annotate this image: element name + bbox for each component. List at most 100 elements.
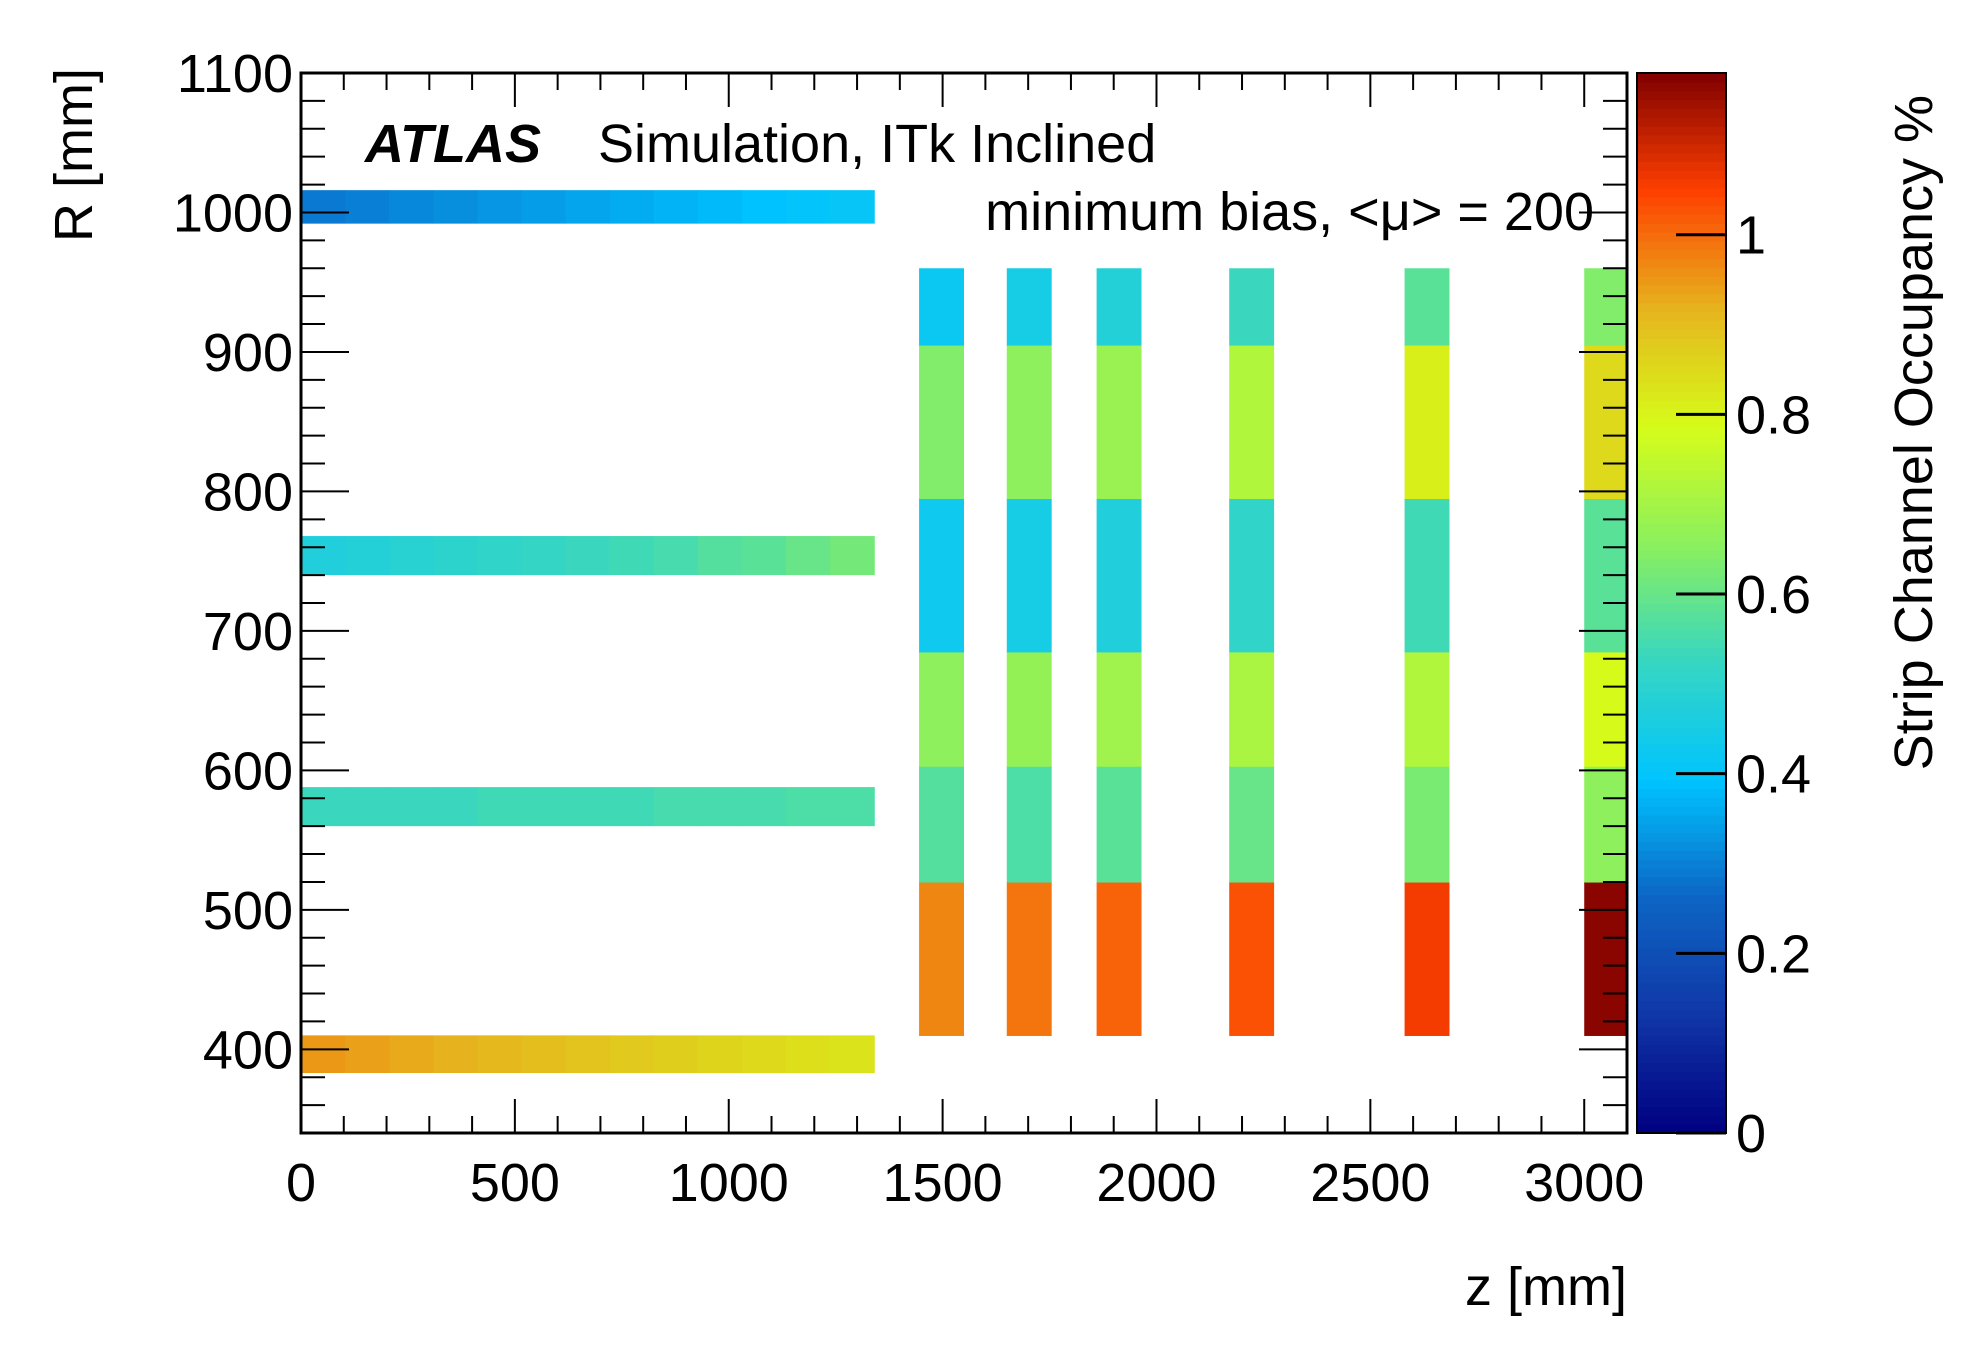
colorbar-band-61 <box>1637 585 1726 595</box>
barrel-cell-3-8 <box>653 1035 699 1074</box>
colorbar-band-93 <box>1637 302 1726 313</box>
endcap-cell-0-0 <box>919 881 964 1036</box>
endcap-cell-5-5 <box>1584 268 1627 346</box>
colorbar-band-114 <box>1637 117 1726 127</box>
colorbar-band-79 <box>1637 426 1726 436</box>
colorbar-band-1 <box>1637 1115 1726 1125</box>
x-tick-label-1500: 1500 <box>883 1153 1003 1213</box>
colorbar-band-41 <box>1637 762 1726 772</box>
barrel-cell-2-9 <box>697 787 743 827</box>
colorbar-band-24 <box>1637 912 1726 922</box>
colorbar-band-109 <box>1637 161 1726 171</box>
endcap-cell-2-1 <box>1096 766 1142 883</box>
endcap-cell-2-0 <box>1096 881 1142 1036</box>
colorbar-band-112 <box>1637 134 1726 145</box>
endcap-cell-3-0 <box>1229 881 1275 1036</box>
barrel-cell-1-8 <box>653 536 699 576</box>
colorbar-band-85 <box>1637 373 1726 383</box>
colorbar-band-117 <box>1637 90 1726 101</box>
colorbar-band-75 <box>1637 461 1726 472</box>
simulation-label: Simulation, ITk Inclined <box>598 114 1156 174</box>
colorbar-tick-label-0.6: 0.6 <box>1736 565 1811 625</box>
colorbar-band-66 <box>1637 541 1726 551</box>
colorbar-band-28 <box>1637 876 1726 887</box>
barrel-cell-3-5 <box>521 1035 567 1074</box>
colorbar-band-25 <box>1637 903 1726 913</box>
colorbar-tick-label-0.4: 0.4 <box>1736 745 1811 805</box>
barrel-cell-3-0 <box>301 1035 346 1074</box>
endcap-cell-0-4 <box>919 344 964 499</box>
endcap-cell-3-1 <box>1229 766 1275 883</box>
barrel-cell-2-1 <box>345 787 390 827</box>
barrel-cell-0-2 <box>389 190 434 224</box>
colorbar-band-104 <box>1637 205 1726 215</box>
endcap-cell-5-2 <box>1584 651 1627 767</box>
atlas-label: ATLAS <box>363 114 541 174</box>
colorbar-band-53 <box>1637 656 1726 666</box>
colorbar-band-82 <box>1637 399 1726 410</box>
colorbar-band-36 <box>1637 806 1726 816</box>
colorbar-band-63 <box>1637 567 1726 578</box>
barrel-cell-0-12 <box>830 190 875 224</box>
colorbar-band-91 <box>1637 320 1726 330</box>
barrel-cell-2-10 <box>741 787 787 827</box>
barrel-cell-0-7 <box>609 190 655 224</box>
colorbar-band-5 <box>1637 1080 1726 1090</box>
colorbar-band-8 <box>1637 1053 1726 1063</box>
colorbar-band-13 <box>1637 1009 1726 1019</box>
colorbar-band-51 <box>1637 673 1726 684</box>
colorbar-band-107 <box>1637 179 1726 189</box>
endcap-cell-2-4 <box>1096 344 1142 499</box>
endcap-cell-1-3 <box>1006 498 1052 653</box>
barrel-cell-0-0 <box>301 190 346 224</box>
barrel-cell-2-3 <box>433 787 478 827</box>
colorbar-band-27 <box>1637 885 1726 896</box>
endcap-cell-3-3 <box>1229 498 1275 653</box>
endcap-cell-4-3 <box>1404 498 1450 653</box>
colorbar-band-44 <box>1637 735 1726 745</box>
colorbar-band-90 <box>1637 329 1726 339</box>
heatmap-cells <box>301 190 1627 1074</box>
colorbar-band-116 <box>1637 99 1726 109</box>
endcap-cell-2-3 <box>1096 498 1142 653</box>
colorbar-tick-label-1: 1 <box>1736 206 1766 266</box>
colorbar-band-3 <box>1637 1097 1726 1108</box>
colorbar-band-73 <box>1637 479 1726 489</box>
x-tick-label-500: 500 <box>470 1153 560 1213</box>
barrel-cell-1-3 <box>433 536 478 576</box>
colorbar: 0 0.2 0.4 0.6 0.8 1 <box>1636 72 1811 1164</box>
colorbar-band-102 <box>1637 223 1726 233</box>
colorbar-band-58 <box>1637 611 1726 622</box>
colorbar-band-78 <box>1637 435 1726 445</box>
colorbar-band-99 <box>1637 249 1726 260</box>
endcap-cell-5-4 <box>1584 344 1627 499</box>
colorbar-band-29 <box>1637 868 1726 878</box>
colorbar-band-31 <box>1637 850 1726 860</box>
colorbar-band-106 <box>1637 187 1726 198</box>
colorbar-band-67 <box>1637 532 1726 542</box>
barrel-cell-1-10 <box>741 536 787 576</box>
barrel-cell-3-11 <box>785 1035 831 1074</box>
colorbar-band-22 <box>1637 929 1726 940</box>
endcap-cell-1-1 <box>1006 766 1052 883</box>
barrel-cell-1-0 <box>301 536 346 576</box>
colorbar-band-118 <box>1637 81 1726 92</box>
barrel-cell-0-1 <box>345 190 390 224</box>
colorbar-band-68 <box>1637 523 1726 533</box>
endcap-cell-3-5 <box>1229 268 1275 346</box>
colorbar-band-70 <box>1637 505 1726 516</box>
endcap-cell-3-4 <box>1229 344 1275 499</box>
colorbar-band-23 <box>1637 921 1726 931</box>
colorbar-band-17 <box>1637 974 1726 984</box>
colorbar-band-12 <box>1637 1018 1726 1028</box>
colorbar-tick-label-0: 0 <box>1736 1104 1766 1164</box>
colorbar-tick-label-0.2: 0.2 <box>1736 924 1811 984</box>
x-tick-label-2000: 2000 <box>1096 1153 1216 1213</box>
colorbar-band-71 <box>1637 497 1726 507</box>
y-tick-label-400: 400 <box>203 1020 293 1080</box>
colorbar-band-21 <box>1637 938 1726 949</box>
colorbar-band-0 <box>1637 1124 1726 1134</box>
barrel-cell-1-12 <box>830 536 875 576</box>
endcap-cell-1-4 <box>1006 344 1052 499</box>
